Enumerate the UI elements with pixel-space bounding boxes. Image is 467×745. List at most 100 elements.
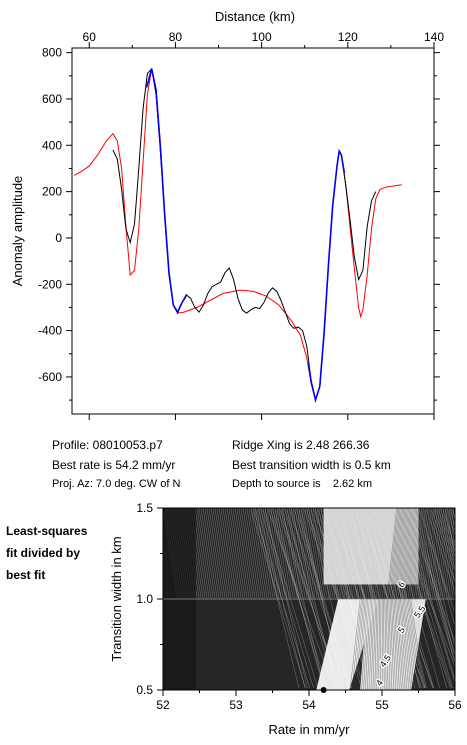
contour-line [294, 508, 310, 599]
contour-line [394, 598, 402, 690]
misfit-ticks: 52 53 54 55 56 0.5 1.0 1.5 [136, 501, 462, 712]
contour-line [250, 508, 266, 599]
contour-line [361, 598, 369, 690]
contour-line [450, 508, 455, 536]
misfit-x-tick-label: 52 [156, 698, 170, 712]
contour-line [423, 508, 455, 628]
contour-line [439, 508, 455, 554]
contour-line [268, 508, 284, 599]
contour-line [389, 508, 399, 585]
contour-line [280, 508, 296, 599]
contour-line [222, 508, 238, 599]
contour-line [284, 508, 300, 599]
contour-line [274, 508, 324, 689]
contour-line [420, 508, 430, 585]
misfit-chart: 52 53 54 55 560.51.01.5 65.554.54 Rate in mm… [109, 501, 467, 737]
misfit-x-axis-label: Rate in mm/yr [269, 722, 351, 737]
contour-line [454, 508, 455, 510]
contour-line [250, 508, 306, 689]
contour-line [244, 508, 260, 599]
misfit-y-tick-label: 0.5 [136, 683, 153, 697]
contour-line [402, 508, 412, 585]
contour-line [242, 508, 258, 599]
contour-line [409, 598, 423, 690]
contour-line [430, 508, 446, 599]
ridge-crossing: Ridge Xing is 2.48 266.36 [232, 438, 370, 452]
contour-line [393, 508, 402, 585]
contour-line [200, 508, 216, 599]
contour-line [368, 598, 374, 690]
profile-y-tick-label: -600 [38, 370, 62, 384]
profile-x-tick-label: 60 [83, 30, 97, 44]
contour-line [288, 508, 304, 599]
contour-line [388, 598, 393, 690]
contour-line [366, 598, 373, 690]
contour-line [240, 508, 256, 599]
contour-line [298, 508, 314, 599]
profile-y-axis-label: Anomaly amplitude [10, 176, 25, 287]
contour-line [194, 508, 210, 599]
contour-line [404, 598, 415, 690]
contour-line [457, 508, 467, 688]
contour-line [218, 508, 234, 599]
contour-line [462, 508, 467, 688]
contour-line [376, 598, 379, 690]
contour-line [394, 508, 403, 585]
contour-line [436, 508, 452, 599]
best-fit-marker [320, 687, 327, 693]
best-rate: Best rate is 54.2 mm/yr [52, 458, 176, 472]
contour-line [304, 508, 320, 599]
contour-line [266, 508, 282, 599]
contour-line [212, 508, 228, 599]
contour-line [355, 598, 365, 690]
contour-line [407, 508, 417, 585]
contour-line [392, 598, 398, 690]
contour-line [411, 508, 420, 585]
contour-line [254, 508, 270, 599]
contour-line [425, 508, 455, 593]
contour-line [259, 508, 314, 689]
contour-line [412, 508, 421, 585]
contour-line [459, 508, 467, 688]
profile-y-tick-label: 400 [42, 138, 62, 152]
contour-line [418, 508, 427, 585]
contour-line [406, 598, 419, 690]
contour-line [272, 508, 288, 599]
misfit-contours [163, 508, 467, 690]
contour-line [384, 598, 387, 690]
contour-line [434, 508, 450, 599]
contour-line [402, 598, 414, 690]
contour-line [405, 598, 417, 690]
contour-line [357, 598, 366, 690]
contour-line [365, 598, 371, 690]
contour-line [415, 508, 425, 585]
contour-line [432, 508, 455, 568]
misfit-y-tick-label: 1.5 [136, 501, 153, 515]
misfit-y-axis-label: Transition width in km [109, 536, 124, 661]
contour-line [413, 508, 455, 664]
contour-line [401, 508, 411, 585]
contour-line [363, 598, 370, 690]
contour-line [256, 508, 272, 599]
contour-line [435, 508, 455, 563]
contour-line [310, 508, 326, 599]
contour-line [397, 598, 406, 690]
contour-line [230, 508, 246, 599]
contour-line [418, 508, 455, 614]
profile-ticks: 60 80 100 120 140 800 600 400 200 0 -200 -400 -600 [38, 30, 444, 420]
profile-plot-frame [71, 47, 435, 415]
contour-line [234, 508, 250, 599]
side-label-line-3: best fit [6, 568, 46, 582]
contour-line [224, 508, 240, 599]
contour-line [457, 508, 467, 598]
contour-line [454, 508, 455, 511]
misfit-x-tick-label: 53 [229, 698, 243, 712]
profile-y-tick-label: 800 [42, 46, 62, 60]
contour-line [444, 508, 455, 554]
misfit-x-tick-label: 55 [375, 698, 389, 712]
contour-line [408, 508, 418, 585]
contour-line [438, 508, 454, 599]
profile-y-tick-label: 200 [42, 185, 62, 199]
contour-line [388, 508, 397, 585]
